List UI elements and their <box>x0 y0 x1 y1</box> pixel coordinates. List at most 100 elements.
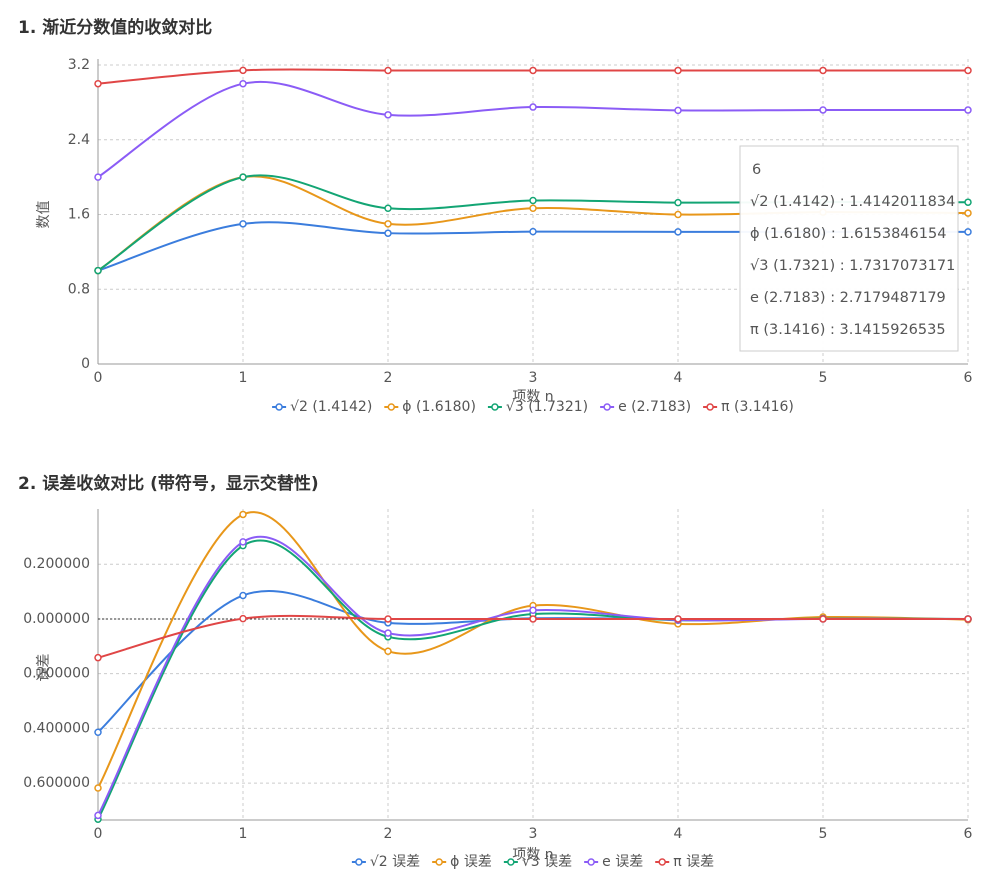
point <box>94 811 102 820</box>
y-tick-label: 0.000000 <box>23 611 90 627</box>
point <box>384 111 392 119</box>
y-tick-label: 0 <box>81 356 90 372</box>
legend-icon <box>491 403 499 411</box>
legend-label: π (3.1416) <box>721 399 794 415</box>
x-tick-label: 0 <box>94 370 103 386</box>
point <box>674 106 682 115</box>
point <box>964 198 972 206</box>
legend-label: ϕ 误差 <box>450 854 492 870</box>
point <box>384 229 392 237</box>
legend-icon <box>275 403 283 411</box>
point <box>674 615 682 623</box>
x-tick-label: 1 <box>239 826 248 842</box>
y-axis-label: 数值 <box>36 201 52 229</box>
y-tick-label: 1.6 <box>68 207 90 223</box>
tooltip-entry: √2 (1.4142) : 1.4142011834 <box>750 194 955 210</box>
point <box>964 209 972 217</box>
x-tick-label: 2 <box>384 826 393 842</box>
point <box>674 198 682 207</box>
point <box>384 647 392 655</box>
point <box>819 66 827 75</box>
legend: √2 误差 ϕ 误差 √3 误差 e 误差 π 误差 <box>351 854 714 870</box>
y-tick-label: 0.8 <box>68 281 90 297</box>
legend-label: √3 误差 <box>522 854 572 870</box>
x-tick-label: 6 <box>964 826 973 842</box>
point <box>674 66 682 75</box>
x-tick-label: 6 <box>964 370 973 386</box>
point <box>529 66 537 75</box>
point <box>529 615 537 623</box>
point <box>529 204 537 213</box>
point <box>529 196 537 205</box>
point <box>94 266 102 275</box>
legend-icon <box>706 403 714 411</box>
tooltip-entry: ϕ (1.6180) : 1.6153846154 <box>750 226 946 242</box>
legend-icon <box>387 403 396 411</box>
point <box>94 784 102 792</box>
y-tick-label: 2.4 <box>68 132 90 148</box>
x-tick-label: 5 <box>819 826 828 842</box>
point <box>964 228 972 236</box>
legend-label: ϕ (1.6180) <box>402 399 476 415</box>
y-tick-label: 0.400000 <box>23 720 90 736</box>
point <box>384 204 392 213</box>
point <box>964 615 972 623</box>
point <box>239 591 247 600</box>
point <box>819 106 827 114</box>
point <box>239 220 247 228</box>
point <box>94 653 102 662</box>
point <box>529 606 537 615</box>
point <box>239 66 247 75</box>
point <box>964 106 972 114</box>
legend-icon <box>603 403 611 411</box>
tooltip-title: 6 <box>752 162 761 178</box>
point <box>674 210 682 219</box>
point <box>384 615 392 623</box>
tooltip-entry: √3 (1.7321) : 1.7317073171 <box>750 258 955 274</box>
point <box>529 103 537 111</box>
x-tick-label: 5 <box>819 370 828 386</box>
legend-icon <box>507 858 515 866</box>
legend-icon <box>355 858 363 866</box>
legend-icon <box>435 858 443 866</box>
point <box>94 173 102 181</box>
x-tick-label: 3 <box>529 826 538 842</box>
legend-label: e 误差 <box>602 854 643 870</box>
point <box>384 220 392 228</box>
point <box>239 510 247 519</box>
legend-icon <box>587 858 595 866</box>
point <box>529 227 537 236</box>
y-axis-label: 误差 <box>36 654 52 682</box>
point <box>384 66 392 75</box>
point <box>964 66 972 75</box>
legend: √2 (1.4142) ϕ (1.6180) √3 (1.7321) e (2.718… <box>272 399 794 415</box>
legend-label: √2 误差 <box>370 854 420 870</box>
point <box>94 728 102 737</box>
point <box>94 79 102 88</box>
x-axis-label: 项数 n <box>512 389 553 405</box>
point <box>674 228 682 236</box>
x-tick-label: 3 <box>529 370 538 386</box>
x-tick-label: 1 <box>239 370 248 386</box>
point <box>384 629 392 637</box>
point <box>239 614 247 623</box>
legend-label: π 误差 <box>673 854 714 870</box>
y-tick-label: 3.2 <box>68 57 90 73</box>
tooltip <box>739 145 959 352</box>
tooltip-entry: e (2.7183) : 2.7179487179 <box>750 290 946 306</box>
x-tick-label: 4 <box>674 826 683 842</box>
point <box>239 173 247 181</box>
y-tick-label: 0.600000 <box>23 775 90 791</box>
y-tick-label: 0.200000 <box>23 556 90 572</box>
legend-label: √3 (1.7321) <box>506 399 588 415</box>
y-tick-label: 0.200000 <box>23 666 90 682</box>
x-tick-label: 4 <box>674 370 683 386</box>
legend-icon <box>658 858 666 866</box>
chart-title: 1. 渐近分数值的收敛对比 <box>18 17 212 38</box>
legend-label: e (2.7183) <box>618 399 691 415</box>
point <box>819 615 827 623</box>
legend-label: √2 (1.4142) <box>290 399 372 415</box>
point <box>239 538 247 546</box>
x-tick-label: 0 <box>94 826 103 842</box>
